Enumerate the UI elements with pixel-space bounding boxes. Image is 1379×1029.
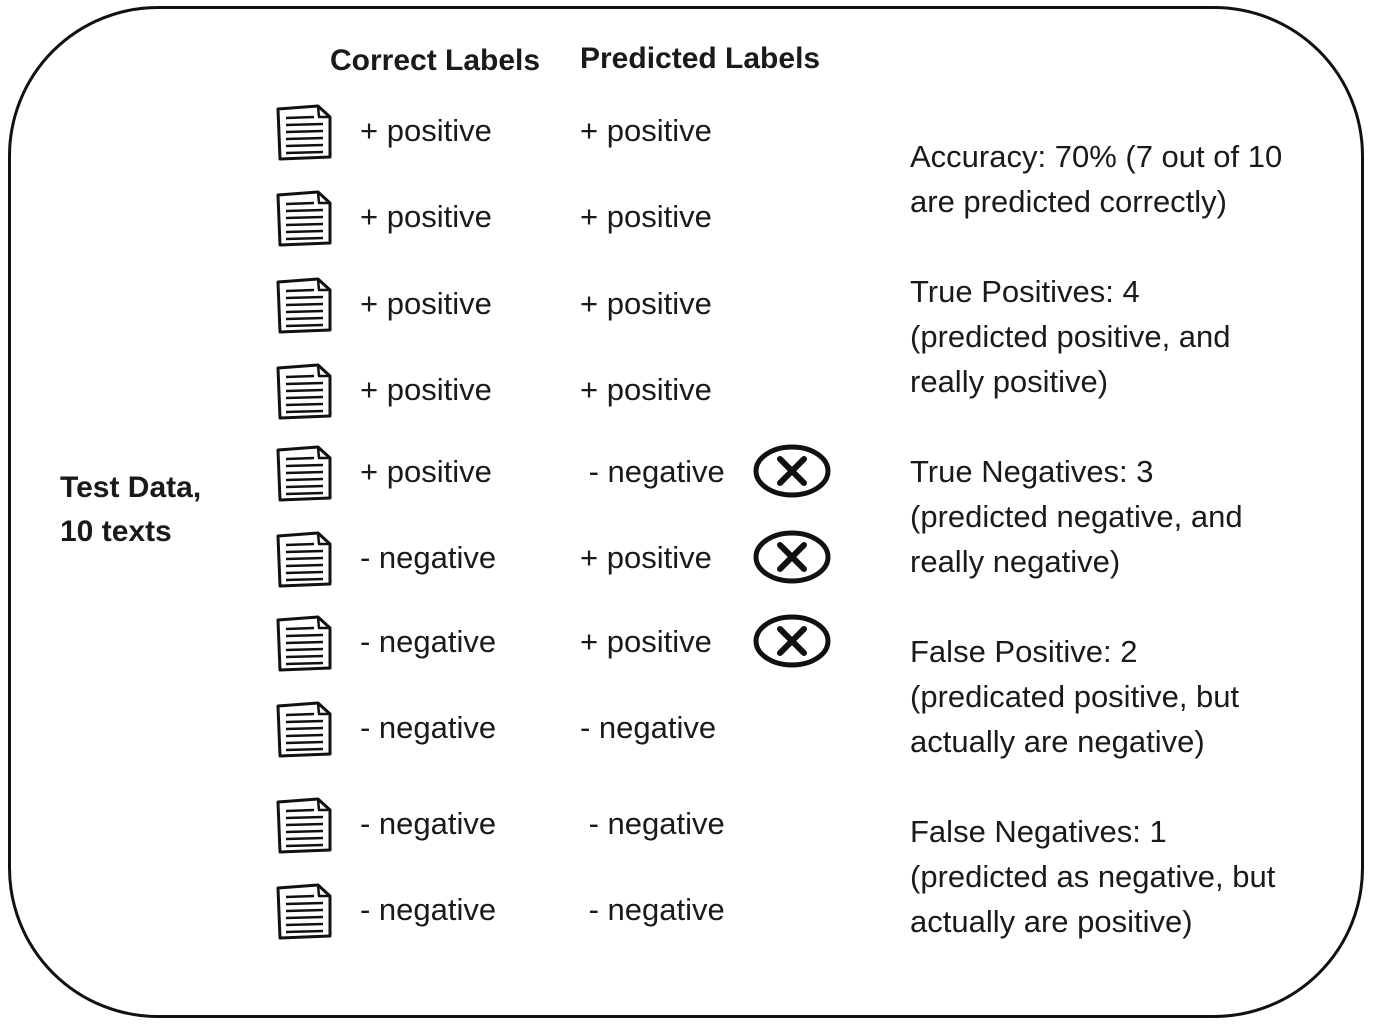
metric-line: are predicted correctly) xyxy=(910,184,1228,219)
document-icon xyxy=(272,700,336,758)
predicted-label: + positive xyxy=(580,113,712,148)
metric-block: Accuracy: 70% (7 out of 10 are predicted … xyxy=(910,134,1350,224)
predicted-labels-header: Predicted Labels xyxy=(580,42,821,75)
document-icon xyxy=(272,796,336,854)
x-circle-icon xyxy=(752,442,832,500)
document-icon xyxy=(272,530,336,588)
correct-label: + positive xyxy=(360,372,492,407)
correct-label: - negative xyxy=(360,806,497,841)
label-row: - negative - negative xyxy=(0,700,880,760)
test-data-label-line1: Test Data, xyxy=(60,471,202,504)
metric-line: (predicated positive, but xyxy=(910,679,1240,714)
label-row: + positive + positive xyxy=(0,362,880,422)
document-icon xyxy=(272,882,336,940)
predicted-label: - negative xyxy=(580,806,725,841)
metric-block: True Negatives: 3 (predicted negative, an… xyxy=(910,449,1350,584)
outer-frame xyxy=(8,6,1364,1018)
label-row: - negative + positive xyxy=(0,614,880,674)
predicted-label: - negative xyxy=(580,710,717,745)
label-row: + positive + positive xyxy=(0,189,880,249)
correct-label: - negative xyxy=(360,624,497,659)
predicted-label: + positive xyxy=(580,286,712,321)
predicted-label: - negative xyxy=(580,892,725,927)
correct-label: - negative xyxy=(360,892,497,927)
correct-label: + positive xyxy=(360,286,492,321)
predicted-label: + positive xyxy=(580,199,712,234)
label-row: - negative - negative xyxy=(0,796,880,856)
metric-line: (predicted positive, and xyxy=(910,319,1231,354)
document-icon xyxy=(272,103,336,161)
document-icon xyxy=(272,614,336,672)
predicted-label: + positive xyxy=(580,540,712,575)
label-row: + positive - negative xyxy=(0,444,880,504)
metric-line: False Positive: 2 xyxy=(910,634,1138,669)
correct-label: + positive xyxy=(360,113,492,148)
document-icon xyxy=(272,276,336,334)
metric-line: False Negatives: 1 xyxy=(910,814,1167,849)
metric-line: Accuracy: 70% (7 out of 10 xyxy=(910,139,1283,174)
predicted-label: - negative xyxy=(580,454,725,489)
correct-label: - negative xyxy=(360,540,497,575)
correct-label: - negative xyxy=(360,710,497,745)
correct-label: + positive xyxy=(360,199,492,234)
metric-line: really negative) xyxy=(910,544,1121,579)
document-icon xyxy=(272,189,336,247)
label-row: + positive + positive xyxy=(0,276,880,336)
metric-line: really positive) xyxy=(910,364,1109,399)
label-row: - negative - negative xyxy=(0,882,880,942)
x-circle-icon xyxy=(752,528,832,586)
test-data-label: Test Data, 10 texts xyxy=(60,466,201,554)
correct-labels-header: Correct Labels xyxy=(330,44,541,77)
metric-line: actually are negative) xyxy=(910,724,1205,759)
predicted-label: + positive xyxy=(580,624,712,659)
metric-line: actually are positive) xyxy=(910,904,1193,939)
metric-block: False Positive: 2 (predicated positive, b… xyxy=(910,629,1350,764)
document-icon xyxy=(272,444,336,502)
metric-line: True Negatives: 3 xyxy=(910,454,1154,489)
metric-line: (predicted negative, and xyxy=(910,499,1243,534)
metric-block: True Positives: 4 (predicted positive, an… xyxy=(910,269,1350,404)
metric-block: False Negatives: 1 (predicted as negative… xyxy=(910,809,1350,944)
test-data-label-line2: 10 texts xyxy=(60,515,172,548)
document-icon xyxy=(272,362,336,420)
metric-line: True Positives: 4 xyxy=(910,274,1140,309)
predicted-label: + positive xyxy=(580,372,712,407)
metrics-panel: Accuracy: 70% (7 out of 10 are predicted … xyxy=(910,134,1350,989)
x-circle-icon xyxy=(752,612,832,670)
label-row: + positive + positive xyxy=(0,103,880,163)
label-row: - negative + positive xyxy=(0,530,880,590)
correct-label: + positive xyxy=(360,454,492,489)
metric-line: (predicted as negative, but xyxy=(910,859,1276,894)
